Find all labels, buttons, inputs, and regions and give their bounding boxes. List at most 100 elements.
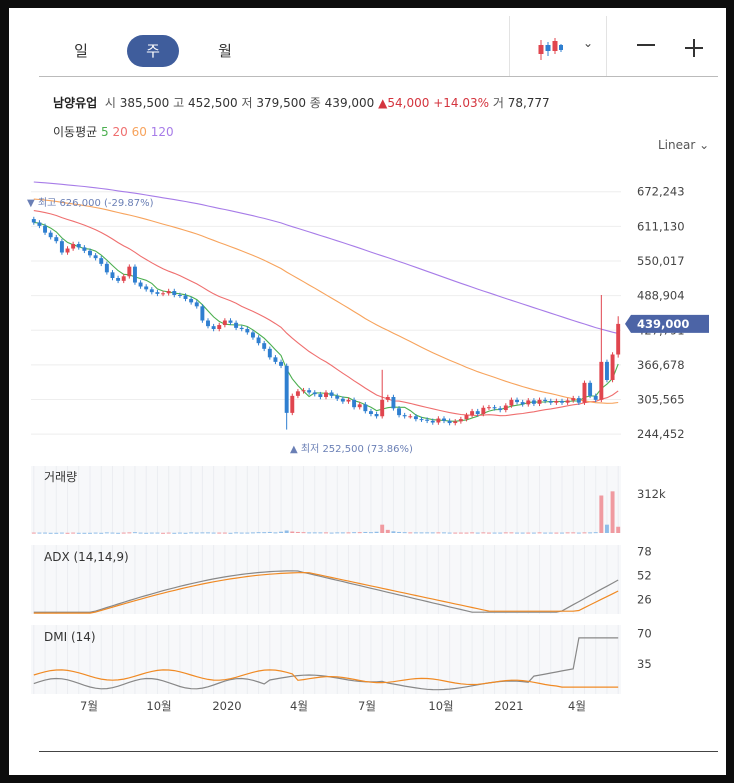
candle-body xyxy=(368,411,373,414)
candle-body xyxy=(385,397,390,400)
volume-bar xyxy=(217,532,222,534)
adx-title: ADX (14,14,9) xyxy=(44,550,129,564)
volume-title: 거래량 xyxy=(44,470,77,484)
candle-body xyxy=(48,232,53,238)
tab-weekly[interactable]: 주 xyxy=(127,35,179,67)
volume-bar xyxy=(71,532,76,534)
tab-daily[interactable]: 일 xyxy=(74,42,88,60)
volume-bar xyxy=(256,532,261,534)
volume-bar xyxy=(380,524,385,533)
zoom-out-icon[interactable] xyxy=(635,33,657,55)
volume-bar xyxy=(565,532,570,534)
volume-bar xyxy=(408,532,413,534)
volume-bar xyxy=(172,532,177,534)
volume-bar xyxy=(245,532,250,534)
volume-bar xyxy=(88,532,92,534)
tab-monthly[interactable]: 월 xyxy=(218,42,232,60)
candle-body xyxy=(486,407,491,409)
dmi-tick-label: 70 xyxy=(637,627,652,641)
price-tick-label: 427,791 xyxy=(637,323,685,337)
price-tick-label: 611,130 xyxy=(637,219,685,233)
volume-bar xyxy=(402,532,407,534)
volume-bar xyxy=(520,532,525,534)
candle-body xyxy=(228,320,233,323)
candle-body xyxy=(442,418,446,421)
x-tick-label: 4월 xyxy=(290,699,308,713)
volume-bar xyxy=(290,531,295,533)
volume-bar xyxy=(475,532,480,534)
candle-body xyxy=(419,419,424,421)
candle-body xyxy=(121,276,126,281)
volume-bar xyxy=(352,532,357,534)
ma120-label: 120 xyxy=(150,125,174,139)
price-tick-label: 366,678 xyxy=(637,358,685,372)
header-divider xyxy=(39,76,718,77)
volume-bar xyxy=(54,532,59,534)
candle-body xyxy=(470,411,475,416)
volume-bar xyxy=(492,532,497,534)
volume-bar xyxy=(262,532,267,534)
panel-background xyxy=(31,466,621,533)
volume-bar xyxy=(93,532,98,534)
volume-bar xyxy=(149,532,154,534)
volume-bar xyxy=(295,531,300,533)
close-value: 439,000 xyxy=(324,96,375,110)
candle-body xyxy=(312,392,317,395)
candle-body xyxy=(290,395,295,413)
volume-bar xyxy=(189,532,194,534)
candle-body xyxy=(65,248,70,253)
candle-body xyxy=(59,241,64,253)
panel-background xyxy=(31,625,621,694)
scale-mode-label: Linear xyxy=(658,138,696,152)
zoom-in-icon[interactable] xyxy=(683,37,705,59)
candle-body xyxy=(110,272,115,278)
candle-body xyxy=(177,295,182,296)
price-tick-label: 305,565 xyxy=(637,393,685,407)
candle-body xyxy=(363,404,368,412)
chevron-down-icon[interactable]: ⌄ xyxy=(583,36,594,50)
volume-bar xyxy=(498,532,503,534)
period-tabs: 일 주 월 xyxy=(55,35,251,67)
candle-body xyxy=(340,398,345,402)
candle-body xyxy=(458,419,463,422)
candle-body xyxy=(481,407,486,414)
volume-bar xyxy=(116,532,121,534)
candle-body xyxy=(76,244,81,248)
candle-body xyxy=(408,416,413,418)
candle-body xyxy=(37,222,42,226)
candle-body xyxy=(127,266,132,277)
candlestick-type-icon[interactable] xyxy=(537,38,563,66)
dmi-minus-line xyxy=(33,669,619,688)
panel-background xyxy=(31,545,621,614)
candle-body xyxy=(245,329,250,333)
volume-bar xyxy=(127,532,132,534)
candle-body xyxy=(357,404,362,408)
candle-body xyxy=(548,400,553,403)
current-price-label: 439,000 xyxy=(637,317,689,331)
volume-bar xyxy=(43,532,48,534)
volume-bar xyxy=(222,532,227,534)
volume-bar xyxy=(604,524,609,533)
candle-body xyxy=(222,320,227,326)
candle-body xyxy=(537,399,542,404)
volume-bar xyxy=(250,532,255,534)
candle-body xyxy=(560,400,564,403)
volume-bar xyxy=(340,532,345,534)
candle-body xyxy=(104,263,109,273)
candle-body xyxy=(234,322,239,328)
change-pct: +14.03% xyxy=(433,96,489,110)
candle-body xyxy=(71,244,76,249)
current-price-badge xyxy=(625,314,709,333)
volume-bar xyxy=(279,531,284,533)
candle-body xyxy=(82,247,87,251)
volume-bar xyxy=(99,532,104,534)
scale-mode-dropdown[interactable]: Linear ⌄ xyxy=(658,138,709,152)
volume-bar xyxy=(59,532,64,534)
ma-legend: 이동평균 5 20 60 120 xyxy=(53,123,174,140)
volume-bar xyxy=(312,532,317,534)
candle-body xyxy=(250,332,255,338)
price-tick-label: 550,017 xyxy=(637,254,685,268)
volume-bar xyxy=(144,532,149,534)
price-tick-label: 244,452 xyxy=(637,427,685,441)
volume-bar xyxy=(515,532,520,534)
